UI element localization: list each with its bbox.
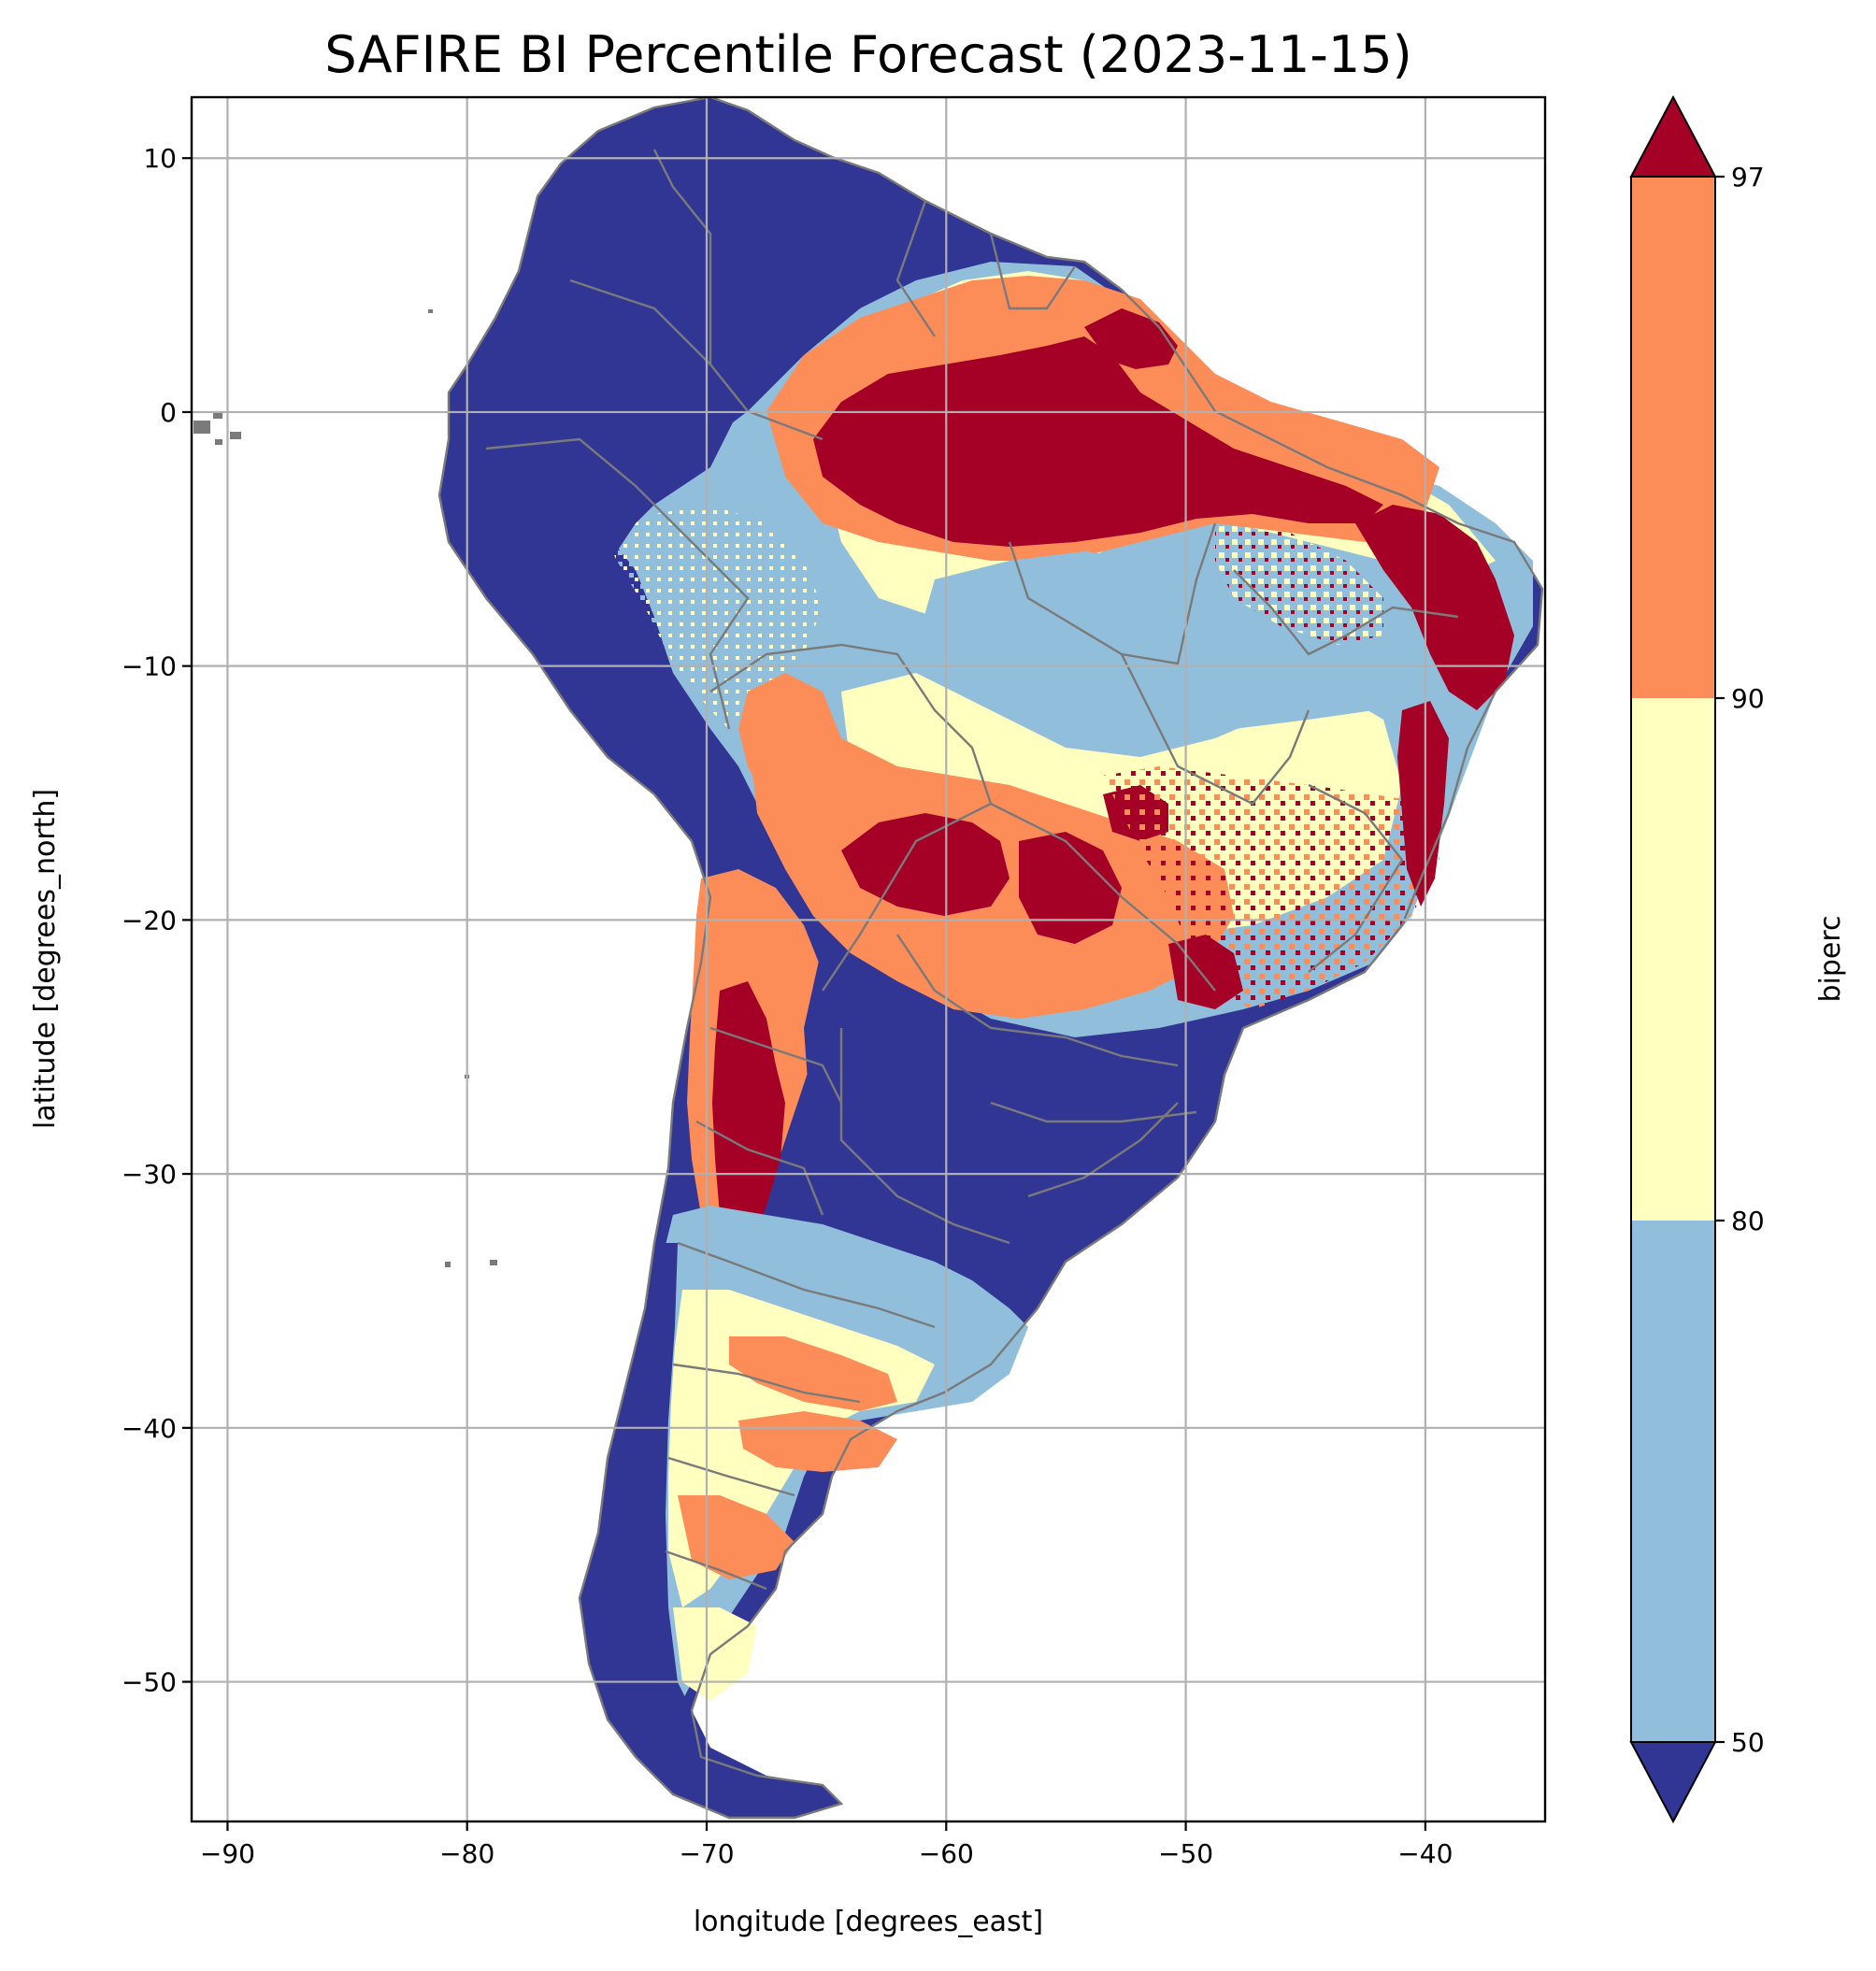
y-tick-label: 10 (143, 143, 177, 174)
region-minas-extreme (1168, 935, 1243, 1009)
x-tick-label: −70 (679, 1838, 734, 1869)
y-tick-label: 0 (160, 397, 177, 428)
region-la-plata-basin (804, 944, 1243, 1308)
juan-fernandez-islands (445, 1260, 497, 1267)
x-tick-label: −90 (200, 1838, 255, 1869)
region-southern-chile (580, 1243, 841, 1818)
y-tick-label: −50 (122, 1667, 177, 1698)
region-pantanal-extreme (841, 813, 1010, 916)
y-tick-label: −30 (122, 1159, 177, 1190)
heatmap-layer (439, 97, 1542, 1818)
colorbar-tick-label: 90 (1731, 683, 1765, 714)
colorbar-extend-high (1629, 94, 1717, 178)
x-tick-label: −60 (919, 1838, 974, 1869)
region-northeast-coast-extreme (1355, 505, 1514, 710)
malpelo-island (428, 309, 433, 313)
political-borders (437, 97, 1544, 1820)
y-axis-label: latitude [degrees_north] (29, 789, 62, 1129)
colorbar-band-80-90 (1631, 698, 1715, 1221)
region-argentina-orange-1 (729, 1336, 897, 1411)
colorbar-tick-label: 97 (1731, 162, 1765, 193)
region-maranhao-mixed (1215, 523, 1383, 645)
region-bolivia-orange (738, 673, 841, 813)
x-tick-label: −40 (1397, 1838, 1453, 1869)
y-tick-label: −40 (122, 1413, 177, 1444)
colorbar-band-90-97 (1631, 177, 1715, 698)
x-tick-label: −80 (439, 1838, 494, 1869)
gridlines (192, 97, 1545, 1821)
plot-frame (190, 95, 1547, 1823)
galapagos-islands (193, 411, 241, 445)
colorbar-ticks: 50 80 90 97 (1715, 162, 1765, 1758)
colorbar-tick-label: 50 (1731, 1727, 1765, 1758)
region-patagonia-yellow-south (673, 1607, 757, 1701)
region-guiana-orange (897, 285, 1047, 355)
region-peru-amazon-mixed (598, 505, 823, 729)
map-plot-area (192, 97, 1545, 1821)
colorbar: 50 80 90 97 biperc (1629, 94, 1847, 1824)
colorbar-label: biperc (1814, 915, 1847, 1002)
region-andes-extreme (712, 981, 785, 1262)
colorbar-frame (1630, 176, 1716, 1743)
region-argentina-orange-2 (738, 1411, 897, 1472)
x-axis-label: longitude [degrees_east] (694, 1906, 1043, 1938)
colorbar-extend-low (1629, 1741, 1717, 1824)
region-southeast-brazil-mixed (1103, 766, 1439, 1009)
x-tick-label: −50 (1158, 1838, 1213, 1869)
region-northwest-andes (439, 97, 935, 841)
region-mato-grosso-extreme (1019, 832, 1122, 944)
y-tick-label: −10 (122, 651, 177, 682)
region-bahia-extreme (1397, 701, 1449, 907)
region-central-amazon-extreme (813, 336, 1383, 547)
colorbar-band-50-80 (1631, 1221, 1715, 1742)
y-axis-ticks: 10 0 −10 −20 −30 −40 −50 (122, 143, 192, 1698)
chart-title: SAFIRE BI Percentile Forecast (2023-11-1… (324, 25, 1411, 84)
colorbar-tick-label: 80 (1731, 1206, 1765, 1236)
x-axis-ticks: −90 −80 −70 −60 −50 −40 (200, 1821, 1453, 1869)
y-tick-label: −20 (122, 905, 177, 936)
